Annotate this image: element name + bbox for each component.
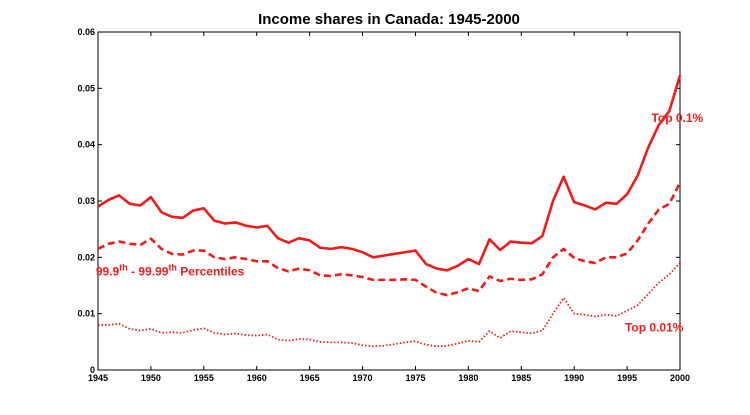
y-tick-label-0: 0 [90,365,95,375]
plot-area [97,31,681,371]
y-tick-label-2: 0.02 [77,252,95,262]
x-tick-label-1990: 1990 [564,373,584,383]
annotation-percentiles: 99.9th - 99.99th Percentiles [96,262,245,278]
series-line-dashed [97,181,682,297]
annotation-top-0-1: Top 0.1% [651,111,703,125]
annotation-percentiles-part-2: - 99.99 [128,264,169,278]
series-line-solid [97,75,682,272]
x-tick-label-1985: 1985 [511,373,531,383]
x-tick-label-1995: 1995 [617,373,637,383]
annotation-top-0-01: Top 0.01% [625,321,684,335]
x-tick-label-1965: 1965 [300,373,320,383]
x-tick-label-1960: 1960 [247,373,267,383]
annotation-percentiles-part-3: Percentiles [177,264,245,278]
x-tick-label-2000: 2000 [670,373,690,383]
y-tick-label-6: 0.06 [77,27,95,37]
annotation-percentiles-sup-2: th [168,262,177,272]
axis-ticks: 1945 1950 1955 1960 1965 1970 1975 1980 1985 1990… [77,27,690,383]
x-tick-label-1980: 1980 [458,373,478,383]
annotation-percentiles-sup-1: th [119,262,128,272]
y-tick-label-1: 0.01 [77,309,95,319]
series-lines [97,75,682,348]
x-tick-label-1970: 1970 [353,373,373,383]
y-tick-label-5: 0.05 [77,83,95,93]
x-tick-label-1950: 1950 [141,373,161,383]
x-tick-label-1975: 1975 [405,373,425,383]
x-tick-label-1955: 1955 [194,373,214,383]
y-tick-label-3: 0.03 [77,196,95,206]
y-tick-label-4: 0.04 [77,140,95,150]
chart-title: Income shares in Canada: 1945-2000 [258,11,520,28]
annotation-percentiles-part-1: 99.9 [96,264,120,278]
x-tick-label-1945: 1945 [88,373,108,383]
